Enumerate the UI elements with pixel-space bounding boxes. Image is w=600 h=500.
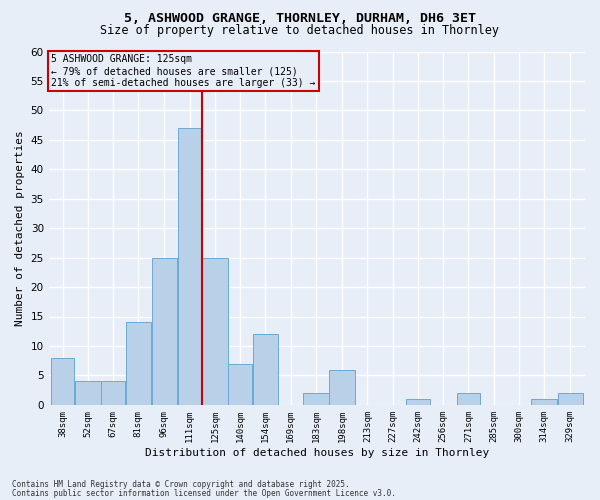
Bar	[557, 393, 583, 405]
Bar	[152, 258, 177, 405]
Bar	[253, 334, 278, 405]
Text: Contains HM Land Registry data © Crown copyright and database right 2025.: Contains HM Land Registry data © Crown c…	[12, 480, 350, 489]
Bar	[229, 364, 252, 405]
Bar	[303, 393, 329, 405]
Bar	[51, 358, 74, 405]
Bar	[75, 382, 101, 405]
X-axis label: Distribution of detached houses by size in Thornley: Distribution of detached houses by size …	[145, 448, 489, 458]
Bar	[329, 370, 355, 405]
Text: 5, ASHWOOD GRANGE, THORNLEY, DURHAM, DH6 3ET: 5, ASHWOOD GRANGE, THORNLEY, DURHAM, DH6…	[124, 12, 476, 26]
Text: Contains public sector information licensed under the Open Government Licence v3: Contains public sector information licen…	[12, 488, 396, 498]
Bar	[532, 399, 557, 405]
Bar	[457, 393, 480, 405]
Bar	[178, 128, 202, 405]
Text: 5 ASHWOOD GRANGE: 125sqm
← 79% of detached houses are smaller (125)
21% of semi-: 5 ASHWOOD GRANGE: 125sqm ← 79% of detach…	[51, 54, 316, 88]
Y-axis label: Number of detached properties: Number of detached properties	[15, 130, 25, 326]
Text: Size of property relative to detached houses in Thornley: Size of property relative to detached ho…	[101, 24, 499, 37]
Bar	[406, 399, 430, 405]
Bar	[101, 382, 125, 405]
Bar	[202, 258, 227, 405]
Bar	[125, 322, 151, 405]
